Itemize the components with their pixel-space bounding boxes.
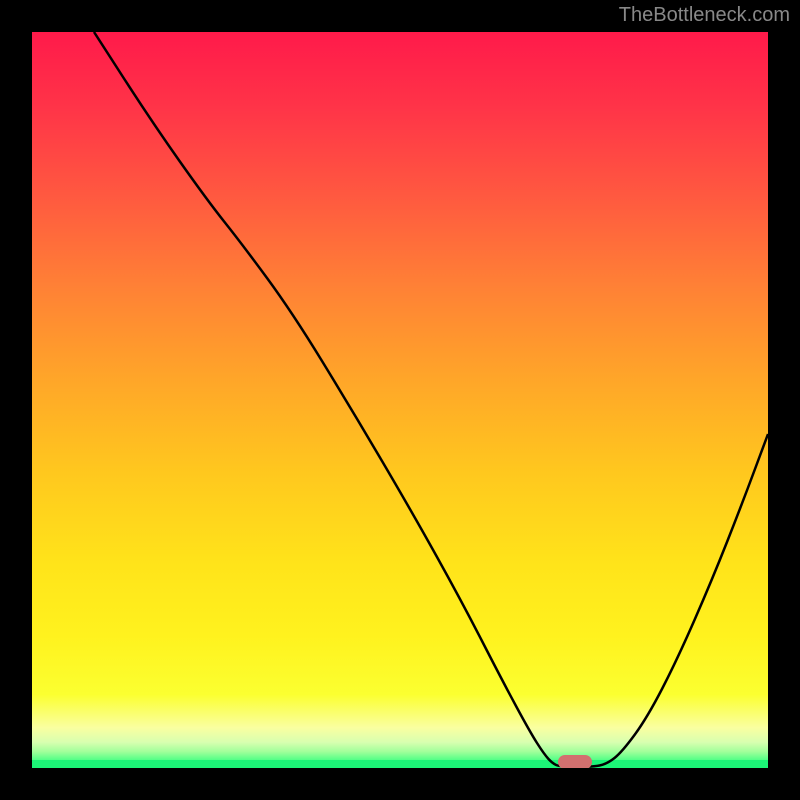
plot-area xyxy=(32,32,768,768)
curve-path xyxy=(94,32,768,767)
valley-marker xyxy=(558,755,592,768)
watermark-text: TheBottleneck.com xyxy=(619,4,790,27)
curve-line xyxy=(32,32,768,768)
